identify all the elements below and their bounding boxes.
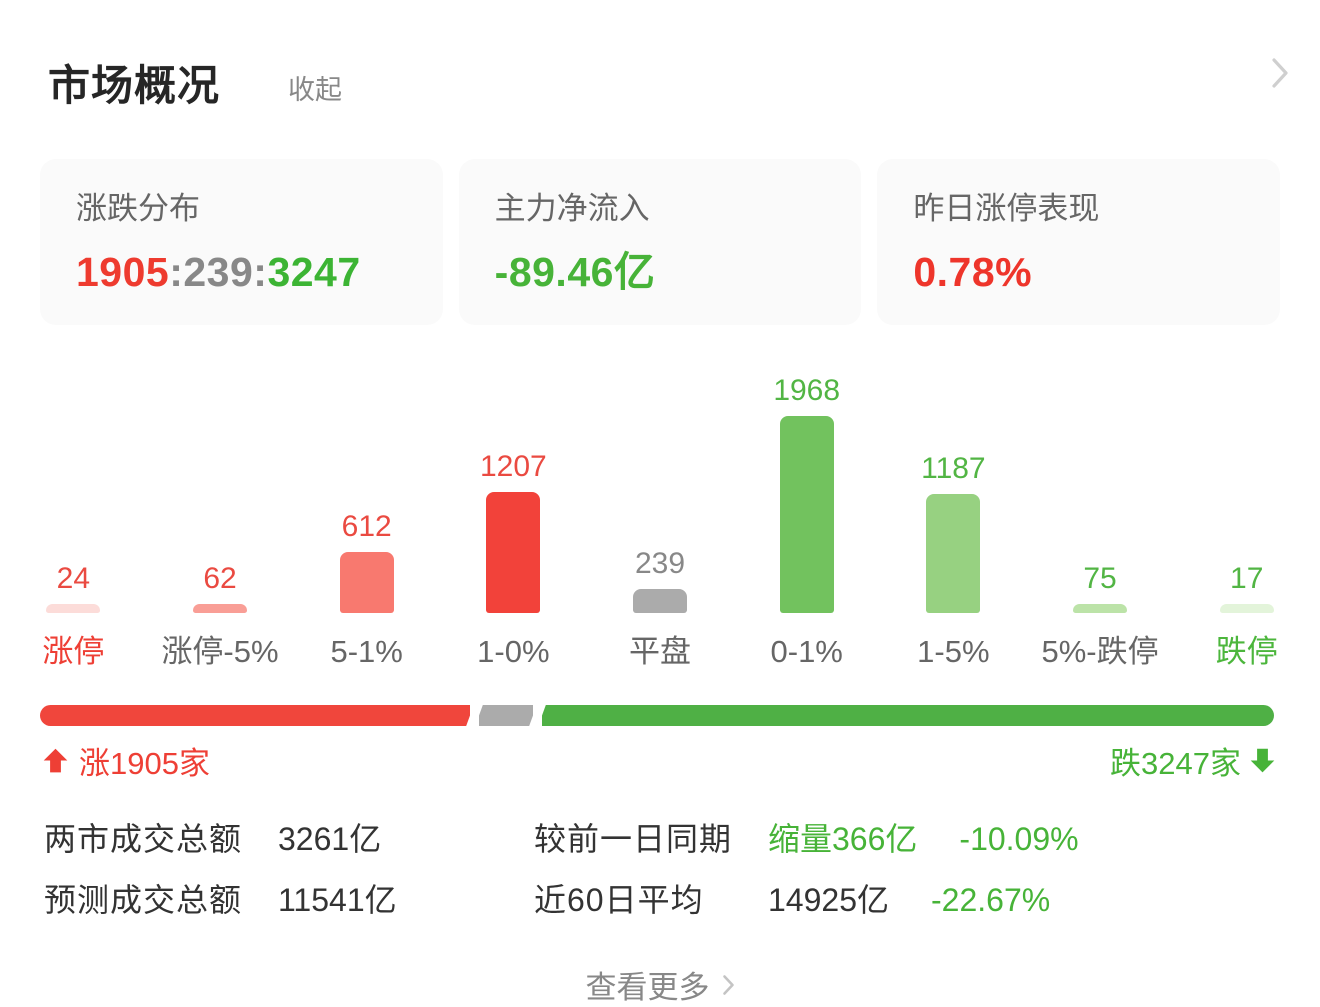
ratio-part: 1905 (76, 249, 170, 295)
bar-category-label: 5-1% (330, 634, 403, 669)
bar[interactable] (486, 492, 541, 613)
bar-value-label: 24 (56, 562, 91, 595)
main-inflow-card[interactable]: 主力净流入 -89.46亿 (458, 159, 862, 325)
limitup-perf-value: 0.78% (913, 249, 1033, 295)
breadth-down-label: 跌3247家 (1110, 746, 1241, 781)
ratio-part: 3247 (267, 249, 361, 295)
bar-value-label: 17 (1230, 562, 1264, 595)
main-inflow-value: -89.46亿 (494, 249, 656, 295)
bar[interactable] (633, 589, 688, 613)
stat-60day-average: 近60日平均 14925亿 -22.67% (534, 880, 1320, 920)
stat-label: 两市成交总额 (44, 821, 243, 857)
ratio-part: 239 (183, 249, 254, 295)
bar-category-label: 0-1% (770, 634, 843, 669)
bar-category-label: 1-0% (477, 634, 550, 669)
breadth-bar (40, 705, 1274, 726)
bar-category-label: 平盘 (629, 634, 692, 669)
chevron-right-icon (722, 974, 734, 995)
distribution-chart: 24 涨停 62 涨停-5% 612 5-1% 1207 1-0% 239 平盘 1968 0-1% 1… (0, 368, 1320, 671)
bar-column: 1207 1-0% (440, 368, 587, 671)
stat-label: 较前一日同期 (534, 821, 733, 857)
bar[interactable] (339, 551, 394, 613)
breadth-down-summary: 跌3247家 (1110, 738, 1276, 783)
card-label: 主力净流入 (494, 191, 650, 226)
stat-label: 近60日平均 (534, 882, 704, 918)
bar-column: 75 5%-跌停 (1027, 368, 1174, 671)
stat-value: 缩量366亿 (768, 821, 918, 857)
bar-column: 17 跌停 (1173, 368, 1320, 671)
bar[interactable] (779, 416, 834, 613)
bar-column: 62 涨停-5% (147, 368, 294, 671)
bar-column: 1968 0-1% (733, 368, 880, 671)
bar-value-label: 75 (1083, 562, 1117, 595)
breadth-summary-row: 涨1905家 跌3247家 (0, 738, 1320, 783)
updown-distribution-card[interactable]: 涨跌分布 1905:239:3247 (40, 159, 443, 325)
bar-category-label: 跌停 (1215, 634, 1278, 669)
bar-category-label: 1-5% (917, 634, 990, 669)
collapse-button[interactable]: 收起 (288, 75, 343, 105)
stat-value: 11541亿 (278, 882, 397, 918)
ratio-part: : (253, 249, 268, 295)
bar-column: 239 平盘 (587, 368, 734, 671)
bar-value-label: 239 (634, 547, 686, 581)
bar[interactable] (1219, 604, 1274, 613)
bar-column: 612 5-1% (293, 368, 440, 671)
page-title: 市场概况 (48, 62, 221, 109)
bar-category-label: 5%-跌停 (1041, 634, 1159, 669)
bar[interactable] (193, 604, 247, 613)
bar-category-label: 涨停-5% (161, 634, 279, 669)
stat-forecast-turnover: 预测成交总额 11541亿 (44, 880, 534, 920)
breadth-up-label: 涨1905家 (79, 746, 210, 781)
stat-change-percent: -10.09% (959, 821, 1079, 857)
section-chevron-button[interactable] (1270, 56, 1290, 95)
stat-value: 3261亿 (278, 821, 382, 857)
bar[interactable] (46, 604, 101, 613)
card-label: 涨跌分布 (76, 191, 200, 226)
up-arrow-icon (43, 748, 68, 773)
card-label: 昨日涨停表现 (913, 191, 1100, 226)
market-overview-header: 市场概况 收起 (0, 0, 1320, 113)
updown-ratio-value: 1905:239:3247 (76, 249, 443, 295)
stat-change-percent: -22.67% (931, 882, 1051, 918)
bar-value-label: 1187 (921, 452, 986, 486)
turnover-stats: 两市成交总额 3261亿 较前一日同期 缩量366亿 -10.09% 预测成交总… (0, 819, 1320, 920)
bar-value-label: 1968 (773, 374, 841, 408)
bar-value-label: 1207 (479, 450, 547, 484)
stat-label: 预测成交总额 (44, 882, 243, 918)
stat-value: 14925亿 (768, 882, 889, 918)
breadth-up-summary: 涨1905家 (42, 738, 210, 783)
limitup-performance-card[interactable]: 昨日涨停表现 0.78% (877, 159, 1281, 325)
bar-value-label: 612 (341, 509, 392, 543)
down-arrow-icon (1250, 748, 1275, 773)
bar-column: 1187 1-5% (880, 368, 1027, 671)
stat-total-turnover: 两市成交总额 3261亿 (44, 819, 534, 859)
summary-cards: 涨跌分布 1905:239:3247 主力净流入 -89.46亿 昨日涨停表现 … (40, 159, 1281, 325)
stat-vs-previous-day: 较前一日同期 缩量366亿 -10.09% (534, 819, 1320, 859)
bar-category-label: 涨停 (42, 634, 105, 669)
breadth-flat-segment (478, 705, 533, 726)
bar-value-label: 62 (203, 562, 237, 595)
view-more-button[interactable]: 查看更多 (0, 962, 1320, 1007)
breadth-down-segment (541, 705, 1274, 726)
ratio-part: : (169, 249, 184, 295)
bar[interactable] (926, 494, 981, 613)
view-more-label: 查看更多 (585, 970, 710, 1005)
bar[interactable] (1073, 604, 1128, 613)
chevron-right-icon (1272, 58, 1288, 88)
breadth-up-segment (40, 705, 470, 726)
bar-column: 24 涨停 (0, 368, 147, 671)
